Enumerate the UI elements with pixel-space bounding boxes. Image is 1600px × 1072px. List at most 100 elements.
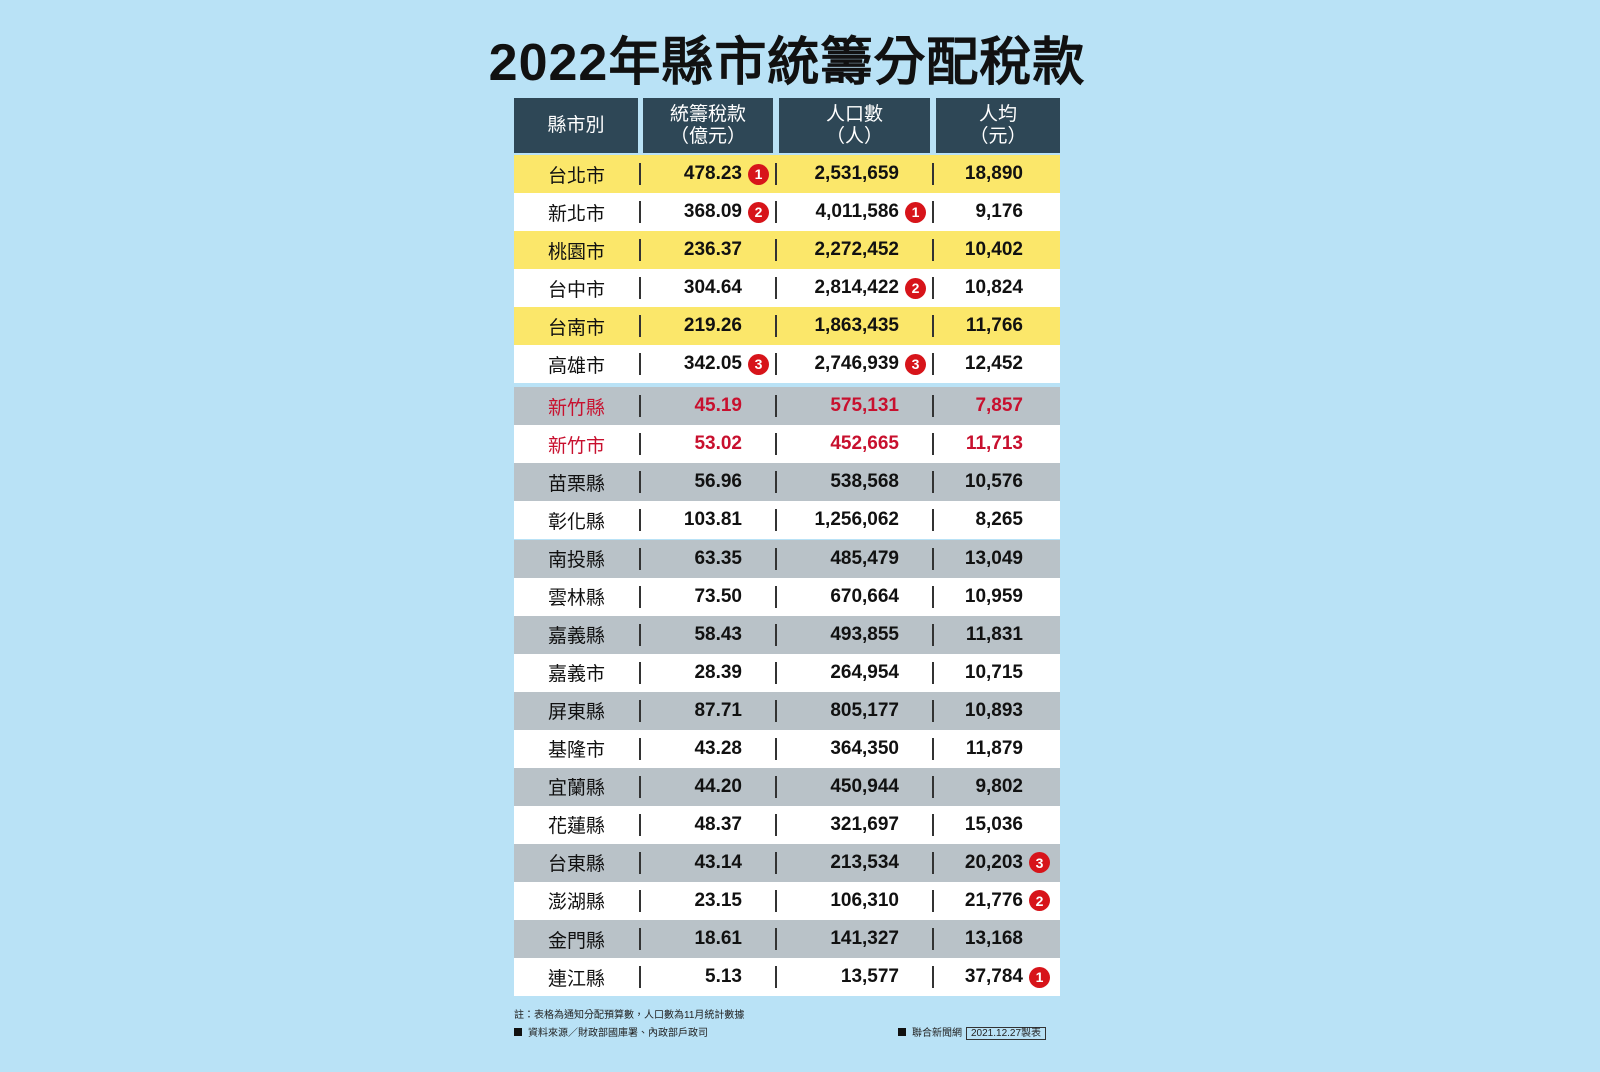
county: 南投縣 xyxy=(547,550,605,571)
cell: 4,011,586 1 xyxy=(779,193,926,231)
column-divider xyxy=(639,966,641,989)
cell: 21,776 2 xyxy=(936,882,1050,920)
value: 106,310 xyxy=(830,889,899,911)
column-divider xyxy=(932,585,934,608)
header-cell: 縣市別 xyxy=(514,98,638,153)
value: 368.09 xyxy=(683,201,742,223)
value: 485,479 xyxy=(830,547,899,569)
table-row: 新竹市 53.02 452,665 11,713 xyxy=(514,425,1060,464)
cell: 575,131 xyxy=(779,387,899,425)
county: 金門縣 xyxy=(547,930,605,952)
column-divider xyxy=(775,471,777,494)
county: 宜蘭縣 xyxy=(547,778,605,800)
cell: 364,350 xyxy=(779,730,899,768)
rank-badge: 1 xyxy=(905,201,926,223)
cell: 43.14 xyxy=(643,844,742,882)
cell: 苗栗縣 xyxy=(514,463,639,501)
credit-line: 聯合新聞網 2021.12.27製表 xyxy=(898,1024,1047,1040)
cell: 11,713 xyxy=(936,425,1023,463)
value: 304.64 xyxy=(683,277,742,299)
note: 註：表格為通知分配預算數，人口數為11月統計數據 xyxy=(514,1010,745,1021)
value: 493,855 xyxy=(830,623,899,645)
cell: 18,890 xyxy=(936,155,1023,193)
cell: 106,310 xyxy=(779,882,899,920)
column-divider xyxy=(775,433,777,456)
column-divider xyxy=(775,315,777,338)
cell: 103.81 xyxy=(643,501,742,539)
value: 11,713 xyxy=(965,433,1023,455)
value: 450,944 xyxy=(830,775,899,797)
column-divider xyxy=(639,547,641,570)
value: 219.26 xyxy=(683,315,742,337)
value: 10,715 xyxy=(964,661,1023,683)
cell: 304.64 xyxy=(643,269,742,307)
cell: 478.23 1 xyxy=(643,155,769,193)
value: 43.14 xyxy=(694,851,742,873)
cell: 15,036 xyxy=(936,806,1023,844)
value: 13,168 xyxy=(964,928,1023,949)
cell: 493,855 xyxy=(779,616,899,654)
column-divider xyxy=(775,277,777,300)
table-row: 南投縣 63.35 485,479 13,049 xyxy=(514,539,1060,578)
cell: 485,479 xyxy=(779,540,899,578)
value: 342.05 xyxy=(683,353,742,375)
county: 澎湖縣 xyxy=(547,892,605,914)
table-row: 屏東縣 87.71 805,177 10,893 xyxy=(514,691,1060,730)
cell: 10,893 xyxy=(936,692,1023,730)
value: 8,265 xyxy=(975,509,1023,531)
value: 9,176 xyxy=(975,201,1023,223)
table-row: 連江縣 5.13 13,577 37,784 1 xyxy=(514,958,1060,997)
cell: 63.35 xyxy=(643,540,742,578)
value: 7,857 xyxy=(975,395,1023,417)
value: 575,131 xyxy=(830,395,899,417)
column-divider xyxy=(932,775,934,798)
cell: 1,256,062 xyxy=(779,501,899,539)
cell: 670,664 xyxy=(779,578,899,616)
cell: 9,176 xyxy=(936,193,1023,231)
county: 新北市 xyxy=(547,203,605,225)
value: 15,036 xyxy=(964,813,1023,835)
cell: 9,802 xyxy=(936,768,1023,806)
cell: 20,203 3 xyxy=(936,844,1050,882)
cell: 嘉義縣 xyxy=(514,616,639,654)
value: 13,049 xyxy=(964,547,1023,569)
column-divider xyxy=(775,623,777,646)
value: 2,746,939 xyxy=(814,353,899,375)
column-divider xyxy=(775,813,777,836)
table-row: 新竹縣 45.19 575,131 7,857 xyxy=(514,387,1060,426)
table-row: 宜蘭縣 44.20 450,944 9,802 xyxy=(514,767,1060,806)
cell: 13,049 xyxy=(936,540,1023,578)
value: 5.13 xyxy=(705,966,742,988)
cell: 2,746,939 3 xyxy=(779,345,926,383)
column-divider xyxy=(775,661,777,684)
county: 台北市 xyxy=(547,165,605,187)
value: 43.28 xyxy=(694,737,742,759)
table-row: 台中市 304.64 2,814,422 2 10,824 xyxy=(514,269,1060,308)
cell: 10,576 xyxy=(936,463,1023,501)
county: 新竹縣 xyxy=(547,397,605,419)
column-divider xyxy=(932,699,934,722)
column-divider xyxy=(775,239,777,262)
cell: 13,168 xyxy=(936,920,1023,958)
column-divider xyxy=(932,661,934,684)
value: 48.37 xyxy=(694,813,742,835)
county: 嘉義縣 xyxy=(547,626,605,648)
value: 538,568 xyxy=(830,471,899,493)
value: 670,664 xyxy=(830,585,899,607)
cell: 彰化縣 xyxy=(514,501,639,539)
cell: 18.61 xyxy=(643,920,742,958)
header-cell: 人口數 （人） xyxy=(779,98,930,153)
county: 台中市 xyxy=(547,279,605,301)
date: 2021.12.27製表 xyxy=(966,1027,1047,1040)
cell: 宜蘭縣 xyxy=(514,768,639,806)
value: 141,327 xyxy=(830,928,899,949)
column-divider xyxy=(775,509,777,532)
column-divider xyxy=(932,201,934,224)
value: 11,831 xyxy=(965,623,1023,645)
cell: 11,831 xyxy=(936,616,1023,654)
column-divider xyxy=(639,928,641,950)
county: 雲林縣 xyxy=(547,588,605,610)
column-divider xyxy=(932,471,934,494)
rank-badge: 3 xyxy=(1029,852,1050,874)
cell: 45.19 xyxy=(643,387,742,425)
